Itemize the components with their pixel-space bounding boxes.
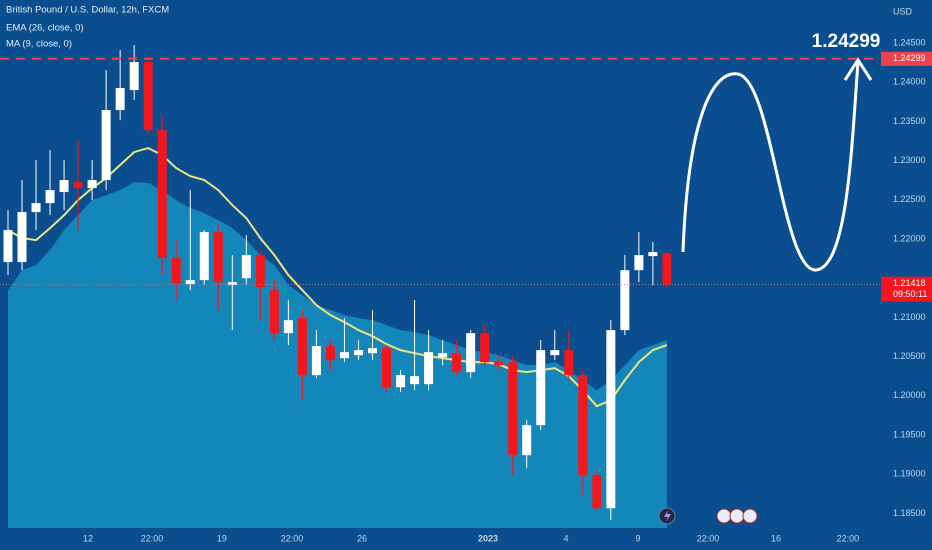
- x-tick-label: 12: [83, 533, 93, 543]
- projection-curve: [681, 61, 860, 272]
- target-price-label: 1.24299: [893, 53, 926, 63]
- candle-body: [494, 362, 504, 366]
- x-tick-label: 22:00: [141, 533, 164, 543]
- y-tick-label: 1.19000: [893, 469, 926, 479]
- candle-body: [367, 348, 377, 354]
- candle-body: [606, 330, 616, 509]
- candle-body: [592, 475, 602, 509]
- candle-body: [522, 425, 532, 456]
- candle-body: [241, 255, 251, 279]
- target-annotation: 1.24299: [812, 31, 881, 52]
- candle-body: [87, 180, 97, 189]
- candle-body: [325, 346, 335, 361]
- candle-body: [213, 232, 223, 283]
- candle-body: [283, 320, 293, 334]
- candle-body: [550, 350, 560, 356]
- y-tick-label: 1.24500: [893, 37, 926, 47]
- candle-body: [171, 258, 181, 284]
- candle-body: [536, 350, 546, 426]
- candle-body: [466, 333, 476, 373]
- ema-line: [7, 147, 668, 408]
- x-tick-label: 22:00: [837, 533, 860, 543]
- candle-body: [59, 180, 69, 193]
- legend-entry: MA (9, close, 0): [6, 39, 72, 50]
- candle-body: [480, 333, 490, 363]
- candle-body: [620, 270, 630, 331]
- candle-body: [438, 353, 448, 358]
- x-tick-label: 22:00: [697, 533, 720, 543]
- candle-body: [73, 182, 83, 189]
- legend-entry: EMA (26, close, 0): [6, 23, 84, 34]
- x-tick-label: 19: [217, 533, 227, 543]
- candle-body: [564, 350, 574, 376]
- candle-body: [508, 362, 518, 456]
- target-price-box: [881, 51, 932, 66]
- last-price-label: 1.21418: [893, 278, 926, 288]
- candle-body: [31, 203, 41, 213]
- event-icon-bolt: [664, 510, 671, 522]
- candle-body: [297, 318, 307, 376]
- countdown-label: 09:50:11: [893, 289, 927, 299]
- currency-label: USD: [893, 6, 913, 16]
- candle-body: [255, 255, 265, 288]
- chart-title: British Pound / U.S. Dollar, 12h, FXCM: [6, 5, 169, 16]
- candle-body: [199, 232, 209, 281]
- candle-body: [339, 352, 349, 359]
- candle-body: [382, 348, 392, 388]
- candle-body: [115, 88, 125, 111]
- candle-body: [143, 62, 153, 131]
- y-tick-label: 1.20000: [893, 390, 926, 400]
- candle-body: [424, 352, 434, 385]
- last-price-box: [881, 276, 932, 302]
- event-icon[interactable]: [729, 508, 745, 524]
- plot-area: [3, 45, 672, 528]
- y-tick-label: 1.19500: [893, 429, 926, 439]
- candle-body: [396, 375, 406, 388]
- x-tick-label: 4: [563, 533, 568, 543]
- candle-body: [101, 110, 111, 181]
- y-tick-label: 1.23000: [893, 155, 926, 165]
- x-tick-label: 16: [771, 533, 781, 543]
- y-tick-label: 1.20500: [893, 351, 926, 361]
- projection-arrowhead: [843, 57, 873, 81]
- candle-body: [227, 282, 237, 286]
- x-tick-label: 9: [636, 533, 641, 543]
- y-tick-label: 1.22000: [893, 233, 926, 243]
- candle-body: [185, 280, 195, 285]
- x-tick-label: 2023: [478, 533, 498, 543]
- candle-body: [311, 346, 321, 376]
- y-tick-label: 1.21000: [893, 312, 926, 322]
- candle-body: [269, 290, 279, 334]
- candle-body: [353, 350, 363, 356]
- event-icon[interactable]: [742, 508, 758, 524]
- y-tick-label: 1.24000: [893, 77, 926, 87]
- y-tick-label: 1.18500: [893, 508, 926, 518]
- candle-body: [17, 212, 27, 263]
- candle-body: [452, 353, 462, 373]
- x-tick-label: 22:00: [281, 533, 304, 543]
- candle-body: [648, 252, 658, 257]
- candle-body: [410, 376, 420, 385]
- candle-body: [157, 130, 167, 259]
- y-tick-label: 1.23500: [893, 116, 926, 126]
- candle-body: [129, 62, 139, 91]
- event-icon[interactable]: [716, 508, 732, 524]
- candle-body: [634, 255, 644, 271]
- x-tick-label: 26: [357, 533, 367, 543]
- candle-body: [3, 230, 13, 263]
- candle-body: [45, 190, 55, 204]
- y-tick-label: 1.22500: [893, 194, 926, 204]
- candle-body: [578, 375, 588, 476]
- candle-body: [662, 253, 672, 285]
